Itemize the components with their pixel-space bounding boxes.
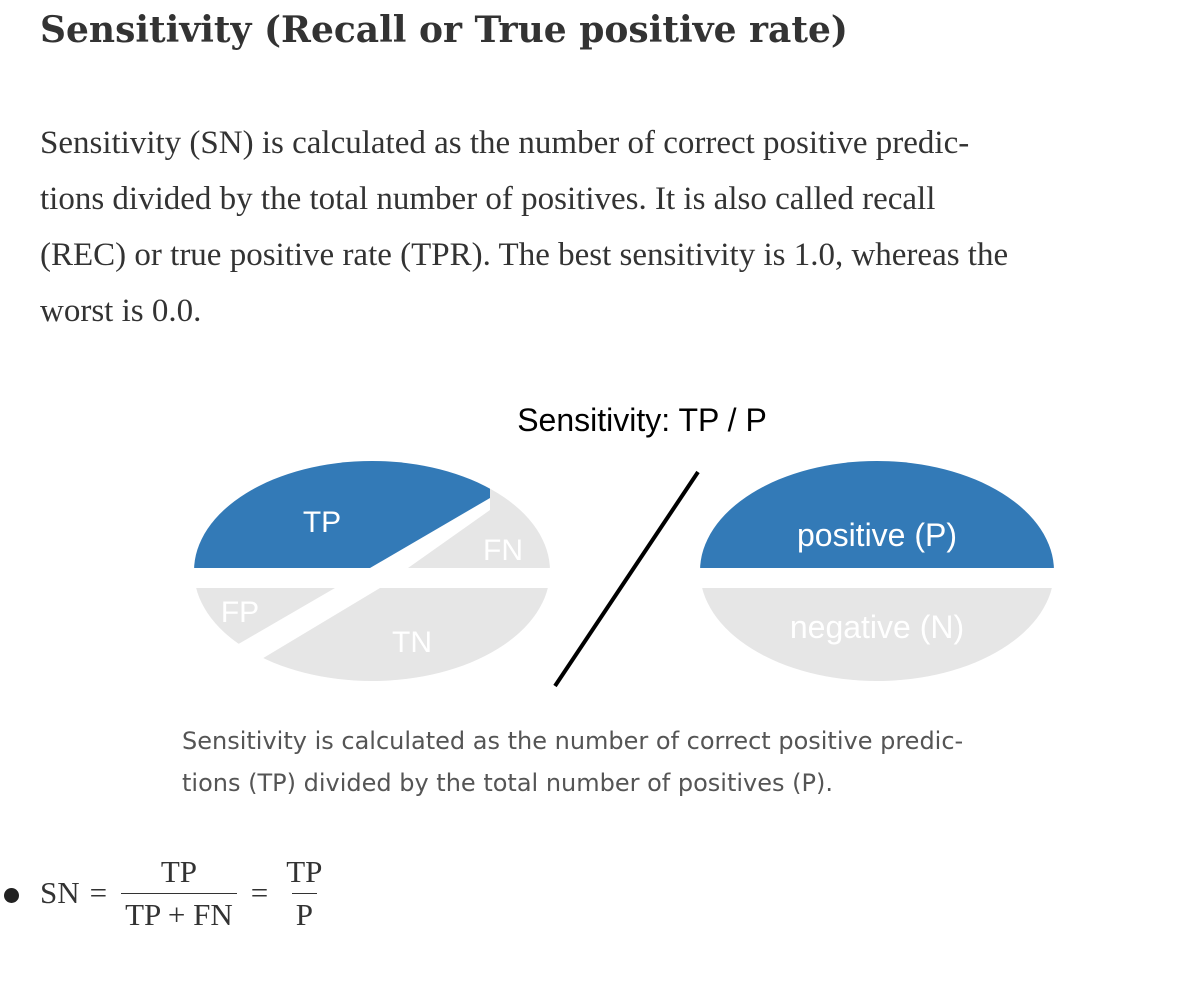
sensitivity-formula: SN = TP TP + FN = TP P xyxy=(40,848,330,938)
tp-label: TP xyxy=(303,506,341,539)
body-paragraph: Sensitivity (SN) is calculated as the nu… xyxy=(40,115,1190,339)
fraction-tp-over-p: TP P xyxy=(282,853,326,932)
figure-caption: Sensitivity is calculated as the number … xyxy=(182,720,1082,804)
paragraph-line: Sensitivity (SN) is calculated as the nu… xyxy=(40,125,970,161)
fraction-tp-over-tp-plus-fn: TP TP + FN xyxy=(121,853,237,932)
paragraph-line: worst is 0.0. xyxy=(40,293,202,329)
equals-sign: = xyxy=(250,875,269,910)
fraction-numerator: TP xyxy=(286,853,323,889)
caption-line: tions (TP) divided by the total number o… xyxy=(182,769,833,797)
actual-ellipse xyxy=(700,461,1054,681)
sensitivity-diagram: Sensitivity: TP / P TP FN FP TN positive… xyxy=(194,402,1054,688)
fraction-numerator: TP xyxy=(160,853,198,889)
equals-sign: = xyxy=(89,875,108,910)
division-slash xyxy=(553,470,700,688)
paragraph-line: tions divided by the total number of pos… xyxy=(40,181,936,217)
caption-line: Sensitivity is calculated as the number … xyxy=(182,727,964,755)
tp-region xyxy=(194,461,490,568)
section-heading: Sensitivity (Recall or True positive rat… xyxy=(40,9,848,51)
sensitivity-figure: Sensitivity: TP / P TP FN FP TN positive… xyxy=(180,390,1080,700)
formula-list-item: SN = TP TP + FN = TP P xyxy=(0,848,500,938)
figure-title: Sensitivity: TP / P xyxy=(517,402,767,438)
bullet-icon xyxy=(4,888,19,903)
formula-lhs: SN xyxy=(40,875,80,910)
negative-label: negative (N) xyxy=(790,609,964,645)
positive-label: positive (P) xyxy=(797,517,957,553)
fp-label: FP xyxy=(221,596,259,629)
tn-label: TN xyxy=(392,626,432,659)
fraction-denominator: P xyxy=(291,892,317,932)
fn-label: FN xyxy=(483,534,523,567)
fraction-denominator: TP + FN xyxy=(121,892,237,932)
paragraph-line: (REC) or true positive rate (TPR). The b… xyxy=(40,237,1009,273)
